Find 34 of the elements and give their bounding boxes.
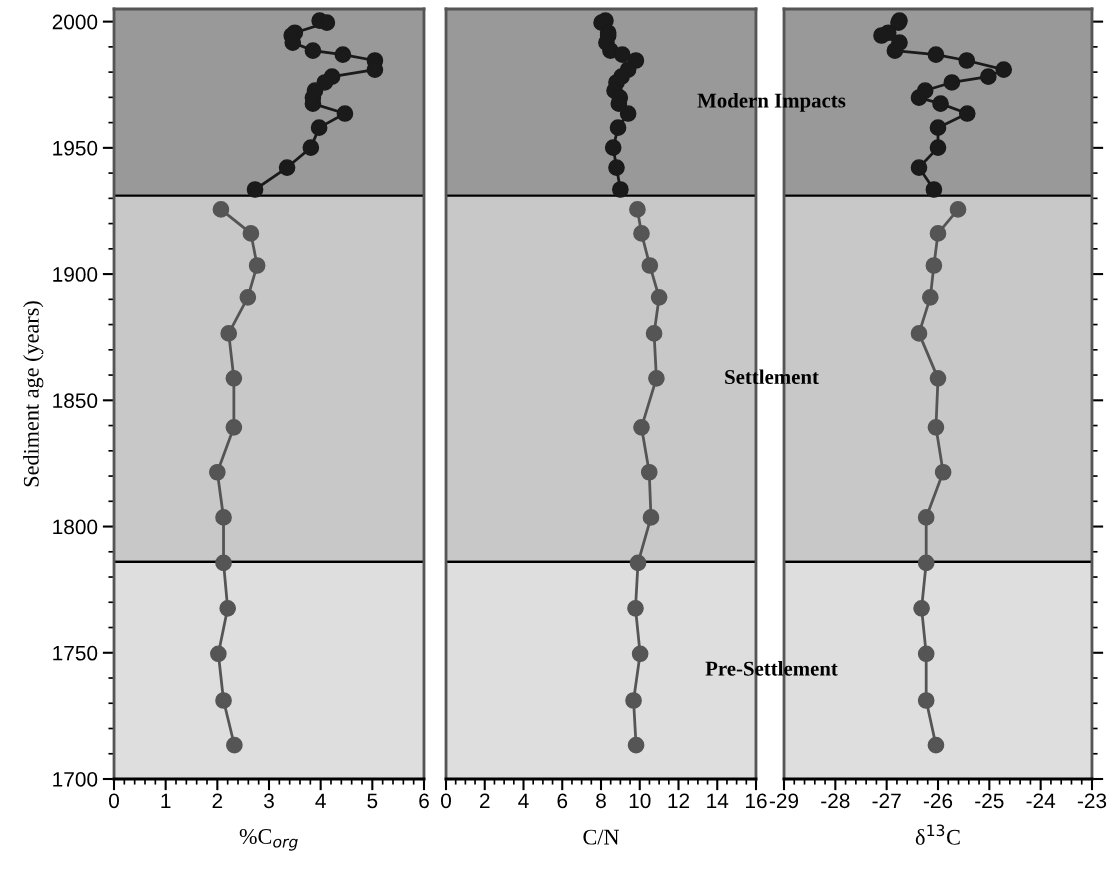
x-tick-label: -26 <box>923 793 953 809</box>
x-tick-label: -25 <box>975 793 1004 809</box>
x-tick-label: 2 <box>212 793 223 808</box>
x-tick-label: -29 <box>769 793 799 809</box>
y-tick-label: 1950 <box>53 140 98 156</box>
x-tick-label: 4 <box>315 793 326 808</box>
x-tick-label: 6 <box>419 793 429 809</box>
x-axis-title: %C$_{org}$ <box>239 828 298 851</box>
x-tick-label: -23 <box>1077 793 1107 809</box>
x-tick-label: 0 <box>441 793 451 809</box>
y-tick-label: 1750 <box>53 645 98 661</box>
x-tick-label: 10 <box>629 793 651 809</box>
x-tick-label: 4 <box>518 793 529 808</box>
y-tick-label: 1900 <box>53 267 98 282</box>
y-tick-label: 1800 <box>53 519 98 535</box>
x-tick-label: 16 <box>746 793 767 809</box>
x-tick-label: -28 <box>821 793 850 809</box>
x-axis-title: δ$^{13}$C <box>915 824 960 845</box>
x-tick-label: 5 <box>367 793 378 809</box>
x-tick-label: -27 <box>872 793 901 808</box>
y-tick-label: 2000 <box>52 14 98 30</box>
x-tick-label: -24 <box>1026 793 1056 808</box>
y-axis-title: Sediment age (years) <box>23 301 44 487</box>
x-axis-title: C/N <box>583 829 620 845</box>
y-tick-label: 1700 <box>53 772 98 787</box>
x-tick-label: 12 <box>668 793 690 808</box>
x-tick-label: 8 <box>596 793 606 809</box>
x-tick-label: 1 <box>161 793 171 808</box>
x-tick-label: 3 <box>264 793 274 809</box>
y-tick-label: 1850 <box>53 393 98 409</box>
x-tick-label: 6 <box>557 793 568 809</box>
x-tick-label: 0 <box>109 793 119 809</box>
x-tick-label: 14 <box>707 793 729 808</box>
x-tick-label: 2 <box>480 793 490 808</box>
